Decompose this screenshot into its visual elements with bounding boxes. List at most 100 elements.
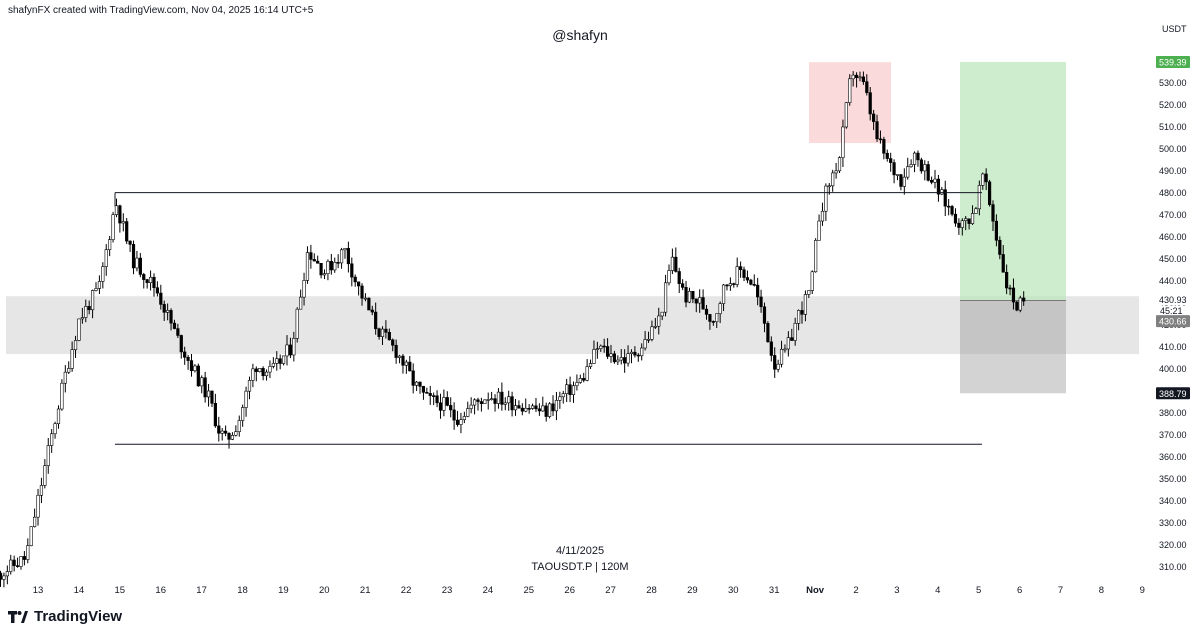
candle (421, 386, 426, 393)
candle (793, 323, 797, 341)
candle (735, 266, 739, 285)
candle (943, 189, 947, 207)
countdown-label: 45:21 (1160, 306, 1183, 316)
candle (46, 445, 50, 467)
candle (1011, 287, 1016, 303)
x-tick-label: Nov (806, 585, 825, 596)
candle (220, 430, 224, 434)
y-tick-label: 530.00 (1159, 78, 1187, 88)
x-tick-label: 25 (524, 585, 535, 596)
candle (749, 279, 753, 285)
candle (831, 172, 835, 187)
candle (169, 310, 173, 324)
candle (278, 358, 282, 364)
candle (70, 349, 74, 369)
candle (510, 396, 514, 411)
candle (970, 213, 975, 224)
candle (991, 204, 995, 222)
candle (230, 434, 235, 440)
candle (2, 575, 6, 580)
candle (377, 328, 381, 337)
x-tick-label: 26 (564, 585, 575, 596)
candle (923, 164, 927, 172)
candle (762, 306, 767, 324)
candle (643, 339, 647, 349)
candle (602, 345, 606, 348)
candle (33, 516, 37, 527)
x-tick-label: 3 (894, 585, 899, 596)
candle (1001, 254, 1005, 273)
y-tick-label: 460.00 (1159, 232, 1187, 242)
candle (633, 351, 637, 356)
price-tag-bg (1156, 55, 1190, 68)
candle (776, 363, 780, 370)
candle (374, 311, 378, 330)
candle (694, 298, 698, 304)
candle (657, 315, 661, 327)
candle (452, 409, 456, 421)
price-tag-bg (1156, 315, 1190, 328)
candle (841, 126, 845, 158)
candle (271, 363, 275, 367)
candles-layer (0, 71, 1026, 588)
candle (663, 282, 668, 313)
candle (715, 313, 719, 323)
x-tick-label: 28 (646, 585, 657, 596)
candle (878, 138, 883, 141)
candle (138, 257, 142, 275)
price-tag-bg (1156, 387, 1190, 400)
candle (1008, 287, 1012, 290)
candle (186, 357, 190, 361)
candle (339, 249, 344, 264)
x-tick-label: 18 (237, 585, 248, 596)
price-tag-last: 430.66 (1156, 315, 1190, 328)
y-tick-label: 330.00 (1159, 518, 1187, 528)
candle (974, 208, 978, 214)
candle (640, 347, 644, 357)
candle (357, 281, 361, 287)
candle (496, 391, 501, 404)
y-tick-label: 380.00 (1159, 408, 1187, 418)
candle (766, 323, 770, 343)
x-tick-label: 22 (401, 585, 412, 596)
candle (558, 396, 562, 401)
y-tick-label: 450.00 (1159, 254, 1187, 264)
candle (711, 321, 715, 323)
candle (742, 269, 746, 278)
candle (612, 353, 617, 363)
candle (258, 368, 262, 372)
candle (363, 297, 368, 300)
candle (916, 152, 920, 161)
candle (837, 157, 842, 172)
candle (196, 365, 200, 387)
candle (701, 297, 705, 310)
candle (155, 287, 159, 294)
candle (224, 430, 228, 434)
candle (53, 423, 57, 435)
y-tick-label: 510.00 (1159, 122, 1187, 132)
candle (0, 572, 3, 580)
candle (636, 354, 640, 357)
candle (87, 306, 91, 311)
candle (336, 262, 340, 264)
candle (875, 121, 879, 140)
candle (503, 402, 507, 405)
candle (9, 559, 13, 572)
candle (29, 526, 33, 546)
candle (97, 281, 102, 289)
candle (500, 391, 504, 405)
candle (660, 311, 664, 317)
x-tick-label: 15 (115, 585, 126, 596)
candle (483, 399, 487, 404)
candle (824, 185, 828, 212)
candle (984, 173, 988, 183)
candle (677, 271, 681, 284)
x-tick-label: 17 (196, 585, 207, 596)
candle (264, 371, 269, 377)
candle (200, 377, 204, 387)
tradingview-branding[interactable]: TradingView (8, 608, 122, 625)
candle (544, 405, 548, 417)
candle (244, 390, 248, 408)
x-tick-label: 4 (935, 585, 940, 596)
